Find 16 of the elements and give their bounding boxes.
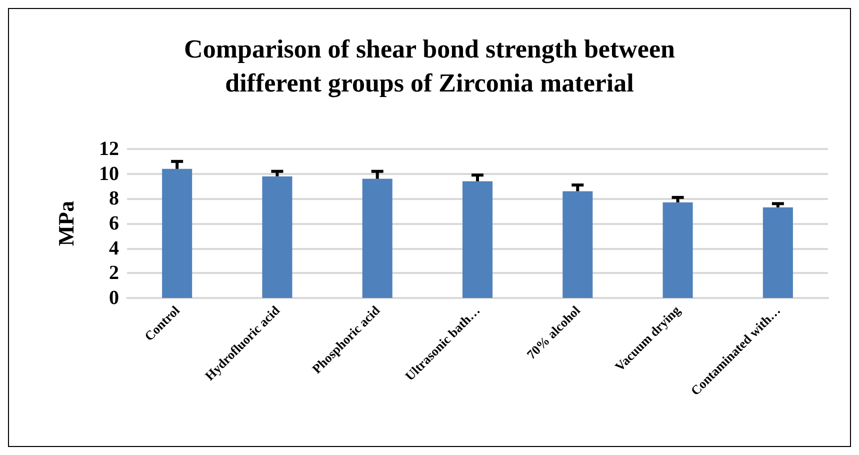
bar [362,178,392,298]
bar [762,207,793,298]
chart-title: Comparison of shear bond strength between different groups of Zirconia material [184,34,676,98]
bar [162,168,192,298]
y-tick-label: 8 [109,188,119,210]
bar [262,176,292,298]
y-tick-label: 2 [109,262,119,284]
bar [662,202,693,298]
bar [562,191,593,298]
y-axis-title: MPa [54,200,78,246]
y-tick-label: 6 [109,212,119,234]
y-tick-label: 0 [109,287,119,309]
y-tick-label: 10 [99,162,119,185]
y-tick-label: 12 [99,138,119,160]
y-tick-label: 4 [109,237,119,260]
bar [462,181,493,298]
